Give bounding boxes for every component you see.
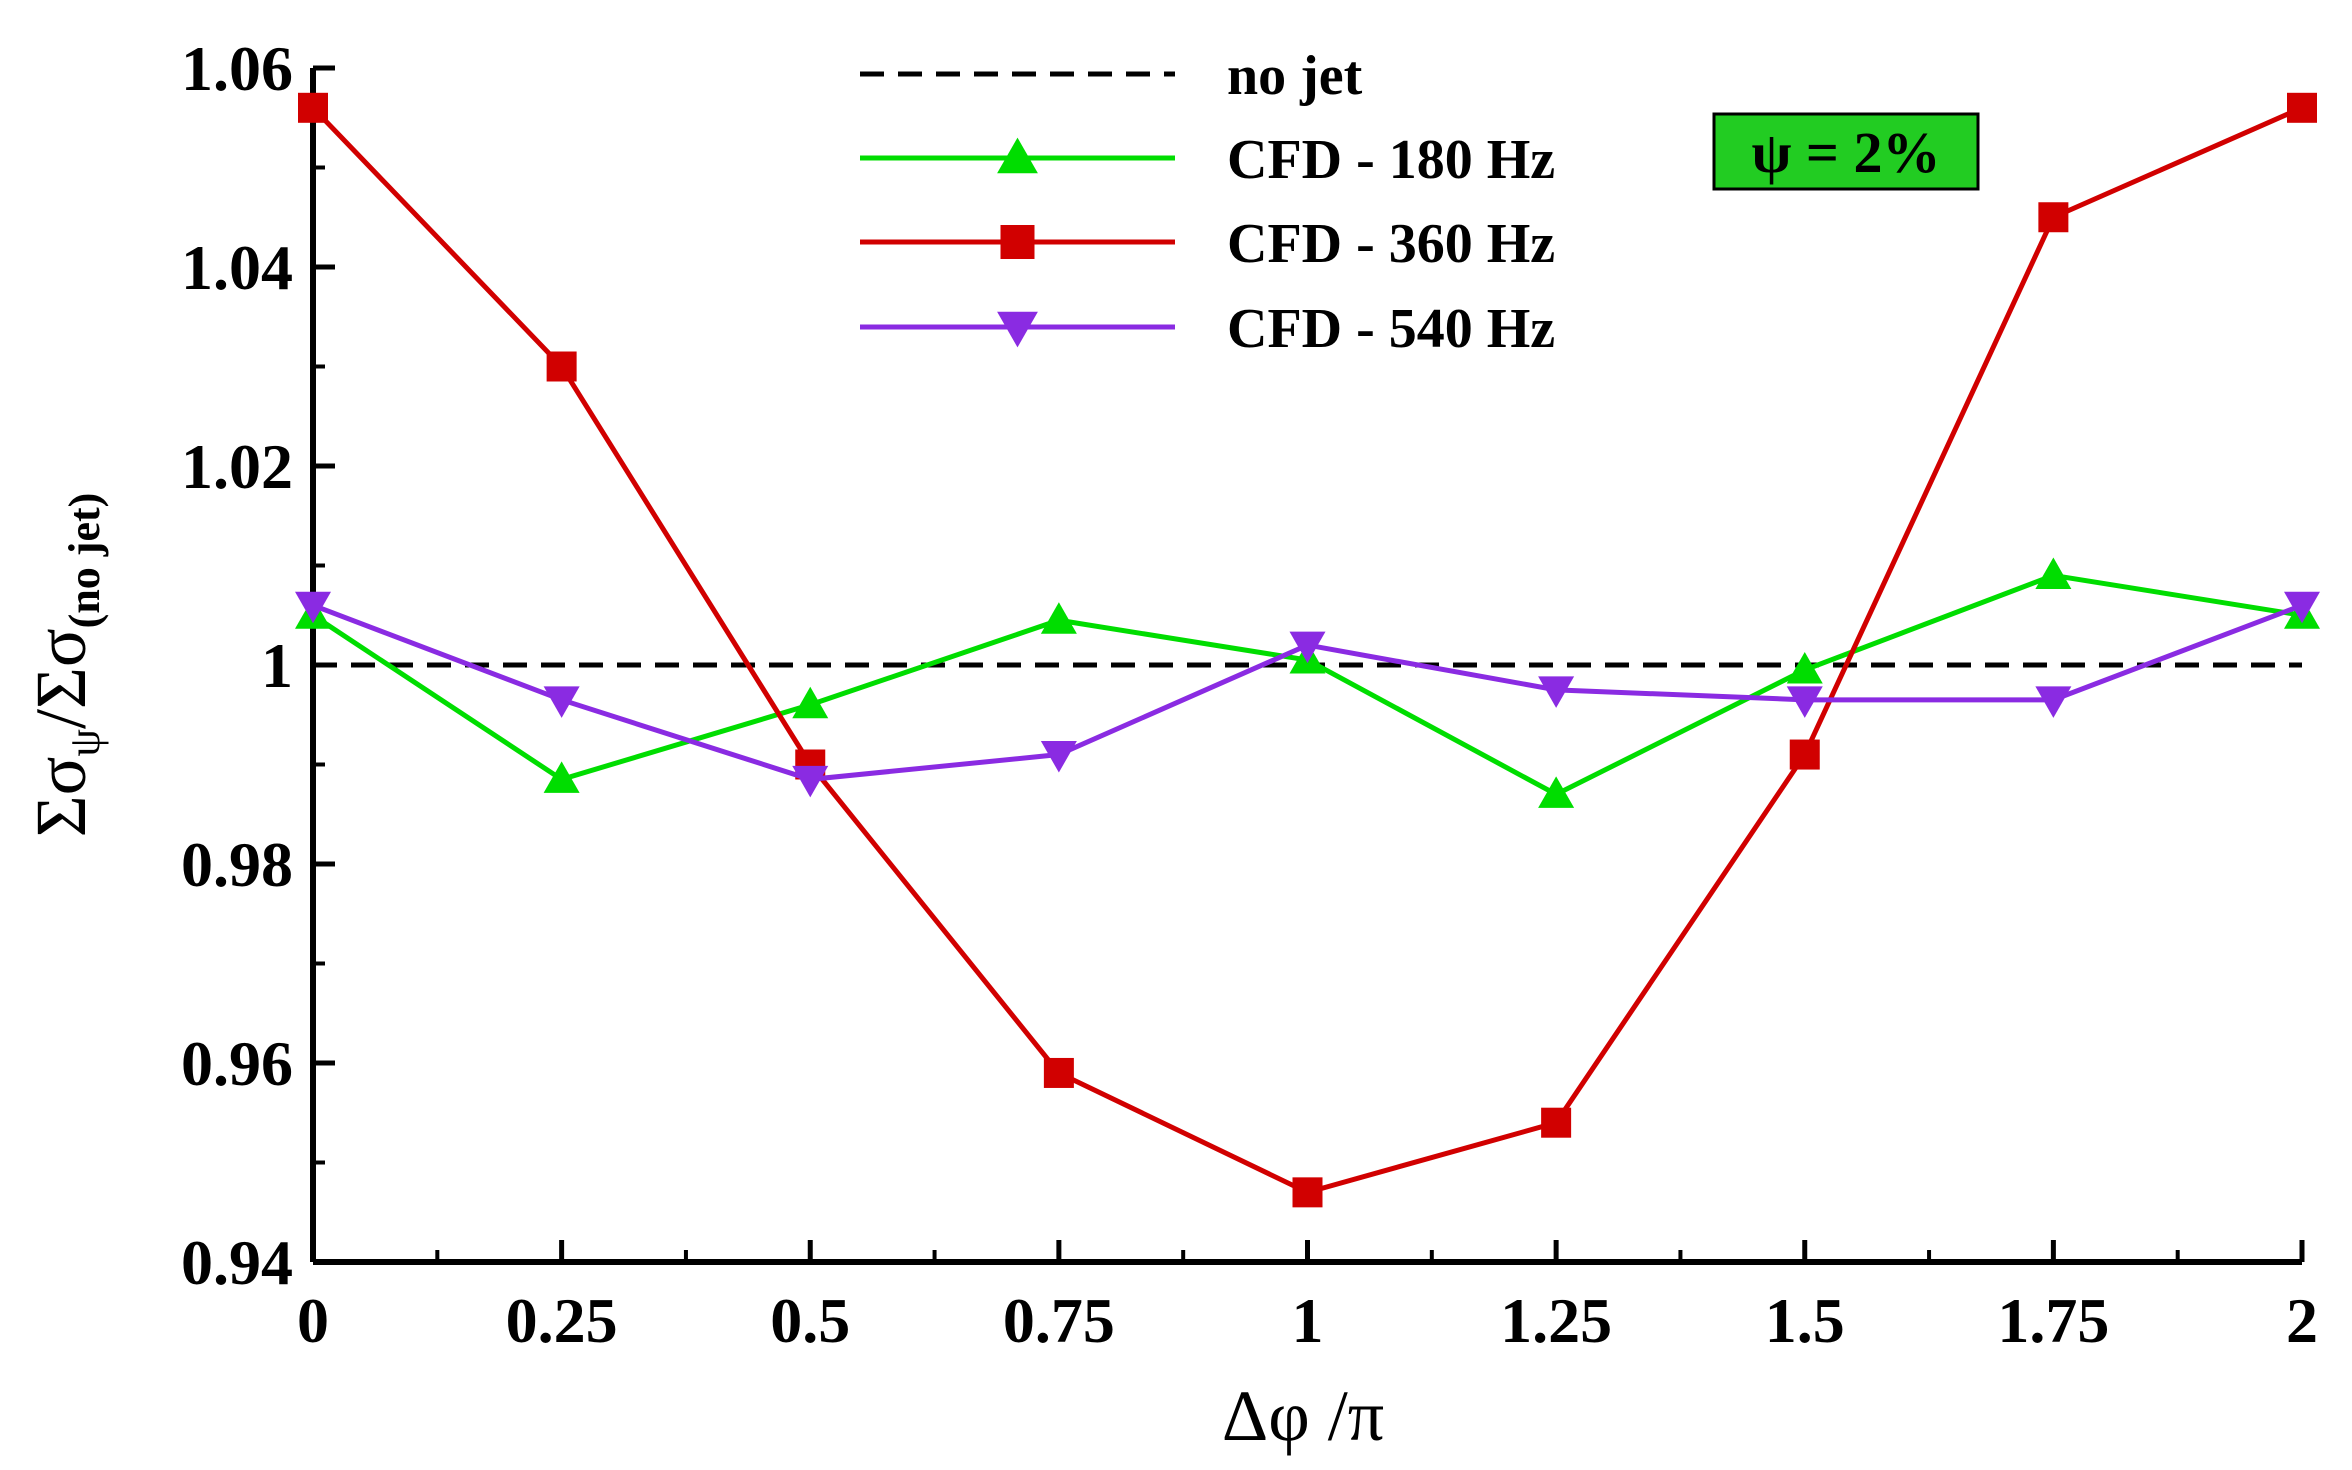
tick-labels: 0 0.25 0.5 0.75 1 1.25 1.5 1.75 2 0.94 0.96 0.98 1 1.… [181,33,2318,1356]
data-point-cfd_360 [1541,1107,1572,1138]
legend-label: CFD - 360 Hz [1227,213,1555,275]
y-tick-label: 0.98 [181,829,293,900]
legend-label: CFD - 180 Hz [1227,129,1555,191]
annotation-text: ψ = 2% [1752,120,1941,185]
data-point-cfd_360 [298,92,328,123]
legend-item-cfd_180: CFD - 180 Hz [860,129,1555,191]
y-tick-label: 1 [261,630,293,701]
legend-item-no_jet: no jet [860,45,1363,107]
y-tick-label: 0.96 [181,1028,293,1099]
x-tick-label: 1.75 [1997,1285,2109,1356]
annotation-box: ψ = 2% [1712,112,1980,191]
legend-marker [1000,225,1035,259]
legend-marker [997,137,1038,174]
legend-marker [997,311,1038,348]
x-axis-title: Δφ /π [1222,1376,1384,1456]
x-tick-label: 0.75 [1003,1285,1115,1356]
data-point-cfd_540 [1538,676,1575,708]
legend-item-cfd_540: CFD - 540 Hz [860,298,1555,360]
svg-text:Σσψ/Σσ(no jet): Σσψ/Σσ(no jet) [21,493,109,838]
y-axis-title-main-2: /Σσ [21,628,101,729]
y-tick-label: 1.04 [181,232,293,303]
data-point-cfd_360 [2038,202,2069,233]
y-axis-title: Σσψ/Σσ(no jet) [21,493,109,838]
y-tick-label: 1.06 [181,33,293,104]
x-tick-label: 1 [1292,1285,1324,1356]
y-axis-title-sub-1: ψ [60,729,109,757]
data-point-cfd_540 [792,765,829,798]
legend-label: no jet [1227,45,1363,107]
x-tick-label: 0.25 [506,1285,618,1356]
y-axis-title-sub-2: (no jet) [60,493,109,629]
x-tick-label: 0 [297,1285,329,1356]
series-cfd_360 [298,92,2317,1208]
data-point-cfd_540 [295,591,331,624]
series-cfd_180 [295,557,2320,808]
legend-label: CFD - 540 Hz [1227,298,1555,360]
series-cfd_540 [295,591,2320,798]
x-tick-label: 1.25 [1500,1285,1612,1356]
data-point-cfd_180 [1040,602,1077,634]
data-point-cfd_360 [546,351,577,382]
legend-item-cfd_360: CFD - 360 Hz [860,213,1555,275]
data-point-cfd_540 [2284,591,2320,624]
data-point-cfd_540 [1040,741,1077,773]
x-tick-label: 0.5 [770,1285,850,1356]
legend: no jet CFD - 180 Hz CFD - 360 Hz CFD - 540 … [860,45,1555,360]
series-layer [295,92,2320,1208]
y-tick-label: 0.94 [181,1227,293,1298]
series-line-cfd_180 [311,572,2303,798]
data-point-cfd_360 [1292,1177,1323,1208]
y-tick-label: 1.02 [181,431,293,502]
annotation-background [1712,112,1980,191]
data-point-cfd_540 [1786,686,1823,718]
data-point-cfd_360 [1043,1057,1074,1088]
data-point-cfd_180 [543,761,580,793]
x-tick-label: 1.5 [1765,1285,1845,1356]
data-point-cfd_540 [2035,686,2072,718]
data-point-cfd_360 [1789,739,1820,770]
y-axis-title-main-1: Σσ [21,757,101,838]
data-point-cfd_180 [1538,776,1575,808]
data-point-cfd_360 [2287,92,2317,123]
x-tick-label: 2 [2286,1285,2318,1356]
data-point-cfd_180 [2035,557,2072,589]
data-point-cfd_540 [543,686,580,718]
data-point-cfd_180 [1786,651,1823,684]
data-point-cfd_180 [792,686,829,719]
data-point-cfd_540 [1289,631,1326,664]
series-line-cfd_540 [312,602,2303,782]
